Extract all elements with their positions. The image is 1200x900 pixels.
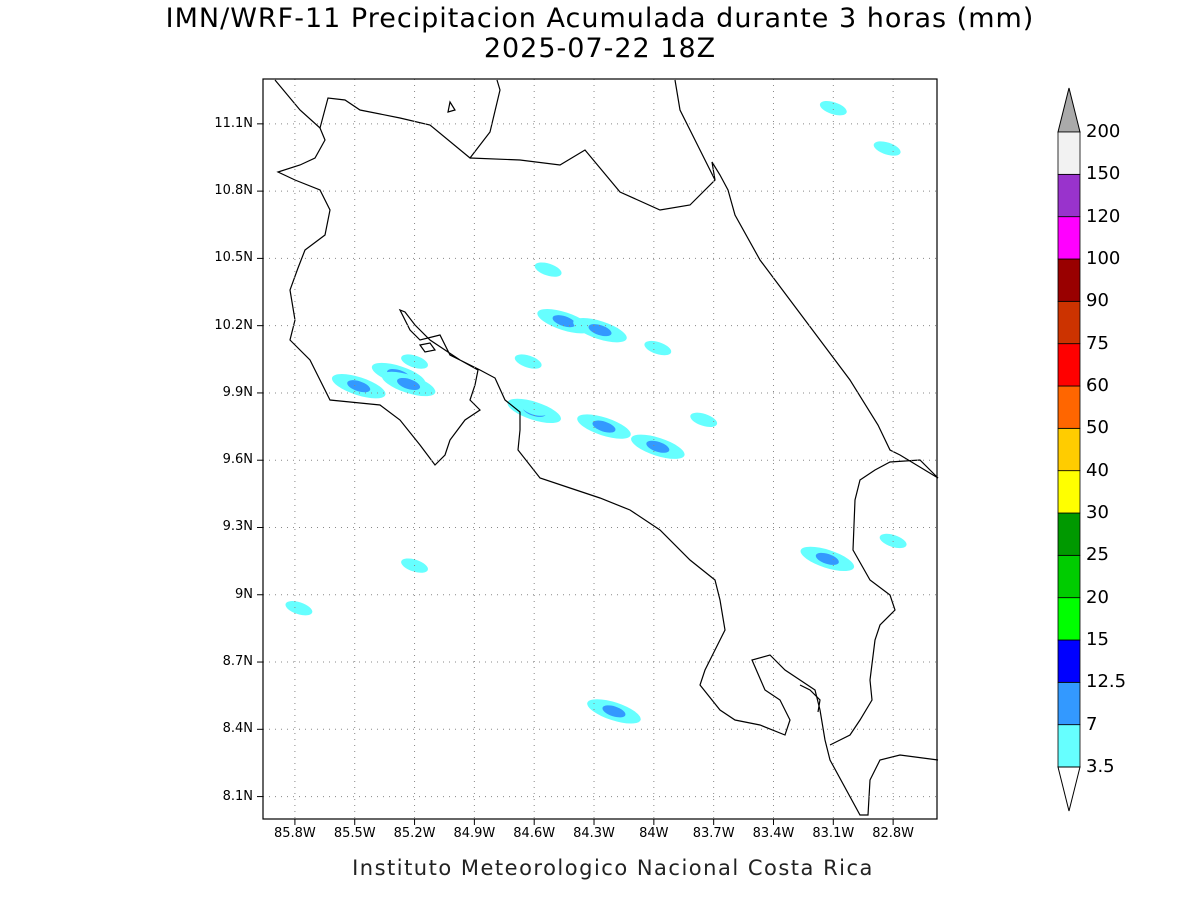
precip-cell-outer (819, 100, 847, 116)
precip-cell-core (815, 552, 839, 565)
precip-cell-outer (879, 533, 907, 549)
colorbar-level-label: 7 (1086, 713, 1098, 735)
lat-tick-label: 9.6N (222, 452, 253, 468)
colorbar-segment (1057, 173, 1081, 218)
colorbar-level-label: 90 (1086, 290, 1109, 312)
precip-cell-core (397, 377, 421, 390)
lon-tick-label: 85.2W (393, 826, 436, 841)
lon-tick-label: 84.6W (513, 826, 556, 841)
colorbar-level-label: 3.5 (1086, 756, 1115, 777)
colorbar-segment (1057, 300, 1081, 345)
precip-cell-outer (690, 412, 718, 428)
lat-tick-label: 9.9N (222, 384, 253, 400)
precip-cell-outer (285, 601, 313, 616)
map-frame (262, 78, 938, 820)
lon-tick-label: 82.8W (872, 826, 915, 841)
colorbar-level-label: 20 (1086, 586, 1109, 608)
lat-tick-label: 10.8N (214, 183, 253, 199)
colorbar-segment (1057, 512, 1081, 556)
colorbar-level-label: 100 (1086, 248, 1121, 269)
colorbar-segment (1057, 427, 1081, 472)
coastline-border (274, 79, 939, 816)
precip-cell-outer (534, 262, 562, 277)
lat-tick-label: 11.1N (214, 115, 253, 131)
colorbar-under-arrow (1057, 766, 1081, 812)
colorbar-segment (1057, 639, 1081, 683)
colorbar-level-label: 200 (1086, 121, 1121, 142)
colorbar-level-label: 60 (1086, 375, 1109, 396)
colorbar-segment (1057, 343, 1081, 387)
precip-cell-outer (520, 401, 548, 416)
lon-tick-label: 84.3W (573, 826, 615, 841)
colorbar-level-label: 40 (1086, 459, 1109, 481)
colorbar-level-label: 15 (1086, 629, 1109, 650)
map-title: IMN/WRF-11 Precipitacion Acumulada duran… (165, 3, 1035, 34)
precip-cell-core (592, 420, 616, 433)
colorbar-segment (1057, 597, 1081, 641)
colorbar-level-label: 120 (1086, 205, 1121, 227)
lat-tick-label: 8.7N (222, 654, 253, 670)
lon-tick-label: 85.5W (333, 826, 376, 841)
colorbar-level-label: 75 (1086, 332, 1109, 354)
precip-cell-outer (644, 340, 672, 356)
precip-cell-outer (873, 141, 901, 156)
lat-tick-label: 8.1N (222, 788, 253, 804)
colorbar-level-label: 12.5 (1086, 671, 1127, 693)
lat-tick-label: 9N (235, 586, 253, 602)
precip-cell-core (646, 440, 670, 453)
footer-credit: Instituto Meteorologico Nacional Costa R… (352, 856, 874, 880)
lon-tick-label: 85.8W (273, 826, 316, 841)
precip-cell-core (588, 324, 612, 337)
colorbar-segment (1057, 470, 1081, 514)
map-valid-time: 2025-07-22 18Z (483, 33, 717, 64)
colorbar-segment (1057, 724, 1081, 768)
precip-cell-outer (514, 354, 542, 369)
colorbar-level-label: 30 (1086, 502, 1109, 523)
colorbar-segment (1057, 554, 1081, 599)
colorbar-level-label: 150 (1086, 163, 1121, 185)
precip-cell-core (602, 705, 626, 718)
colorbar-segment (1057, 385, 1081, 429)
lon-tick-label: 84W (639, 826, 669, 841)
lat-tick-label: 10.5N (214, 250, 253, 266)
colorbar-level-label: 25 (1086, 544, 1109, 566)
lat-tick-label: 9.3N (222, 519, 253, 535)
colorbar-segment (1057, 681, 1081, 726)
lon-tick-label: 83.1W (812, 826, 855, 841)
lon-tick-label: 83.4W (752, 826, 795, 841)
colorbar-segment (1057, 258, 1081, 302)
lon-tick-label: 84.9W (453, 826, 496, 841)
lon-tick-label: 83.7W (692, 826, 735, 841)
colorbar-level-label: 50 (1086, 417, 1109, 439)
colorbar-over-arrow (1057, 87, 1081, 133)
precip-cell-core (347, 380, 371, 393)
precip-cell-core (552, 315, 576, 328)
lat-tick-label: 10.2N (214, 317, 253, 333)
lat-tick-label: 8.4N (222, 721, 253, 737)
colorbar-segment (1057, 216, 1081, 260)
colorbar-segment (1057, 131, 1081, 175)
